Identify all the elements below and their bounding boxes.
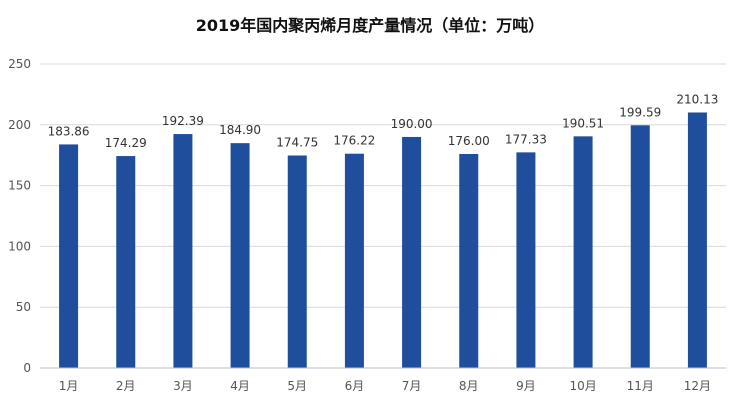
data-label: 183.86 — [48, 124, 90, 138]
x-tick-label: 3月 — [173, 379, 193, 393]
x-tick-label: 8月 — [459, 379, 479, 393]
y-tick-label: 50 — [16, 300, 31, 314]
data-label: 190.51 — [562, 116, 604, 130]
data-label: 176.22 — [333, 134, 375, 148]
x-tick-label: 9月 — [516, 379, 536, 393]
data-label: 210.13 — [676, 92, 718, 106]
y-tick-label: 0 — [23, 361, 31, 375]
bars — [59, 112, 707, 369]
bar — [287, 155, 307, 368]
data-label: 176.00 — [448, 134, 490, 148]
bar — [230, 143, 250, 368]
bar — [116, 156, 136, 368]
bar — [516, 152, 536, 368]
data-label: 184.90 — [219, 123, 261, 137]
bar — [573, 136, 593, 368]
data-label: 199.59 — [619, 105, 661, 119]
data-label: 190.00 — [391, 117, 433, 131]
bar — [344, 153, 364, 368]
bar — [459, 153, 479, 368]
x-tick-label: 11月 — [627, 379, 654, 393]
data-label: 174.29 — [105, 136, 147, 150]
x-tick-label: 4月 — [230, 379, 250, 393]
y-tick-label: 150 — [8, 179, 31, 193]
x-tick-label: 1月 — [59, 379, 79, 393]
y-tick-label: 250 — [8, 57, 31, 71]
x-tick-label: 2月 — [116, 379, 136, 393]
bar — [402, 136, 422, 368]
x-tick-label: 5月 — [287, 379, 307, 393]
bar — [687, 112, 707, 368]
bar — [59, 144, 79, 368]
gridlines — [40, 63, 726, 308]
chart-title: 2019年国内聚丙烯月度产量情况（单位：万吨） — [196, 16, 545, 35]
x-tick-label: 12月 — [684, 379, 711, 393]
x-tick-label: 7月 — [402, 379, 422, 393]
data-label: 174.75 — [276, 136, 318, 150]
bar — [630, 125, 650, 369]
x-tick-label: 6月 — [345, 379, 365, 393]
x-axis: 1月 2月 3月 4月 5月 6月 7月 8月 9月 10月 11月 12月 — [40, 367, 726, 393]
bar — [173, 134, 193, 368]
y-axis: 0 50 100 150 200 250 — [8, 57, 31, 375]
y-tick-label: 100 — [8, 239, 31, 253]
y-tick-label: 200 — [8, 118, 31, 132]
data-label: 192.39 — [162, 114, 204, 128]
x-tick-label: 10月 — [569, 379, 596, 393]
value-labels: 183.86 174.29 192.39 184.90 174.75 176.22 190.… — [48, 92, 719, 150]
data-label: 177.33 — [505, 132, 547, 146]
